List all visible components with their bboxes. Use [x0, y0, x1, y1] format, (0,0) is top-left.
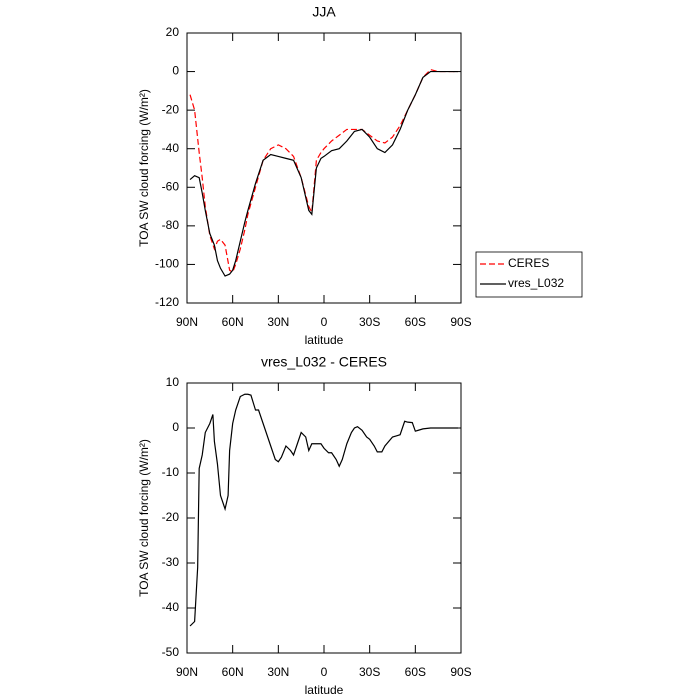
- x-tick-label: 90S: [450, 665, 471, 679]
- chart-title: vres_L032 - CERES: [261, 354, 387, 370]
- y-tick-label: -30: [162, 555, 180, 569]
- x-tick-label: 60S: [405, 315, 426, 329]
- y-tick-label: 10: [166, 375, 180, 389]
- x-tick-label: 30S: [359, 665, 380, 679]
- x-tick-label: 30S: [359, 315, 380, 329]
- y-tick-label: -20: [162, 510, 180, 524]
- y-tick-label: 0: [172, 64, 179, 78]
- y-tick-label: -40: [162, 141, 180, 155]
- y-tick-label: 0: [172, 420, 179, 434]
- x-tick-label: 60N: [222, 665, 244, 679]
- data-line: [189, 70, 458, 277]
- y-tick-label: -80: [162, 218, 180, 232]
- x-tick-label: 30N: [267, 315, 289, 329]
- data-line: [189, 68, 458, 274]
- y-tick-label: -20: [162, 102, 180, 116]
- y-tick-label: -100: [155, 257, 179, 271]
- x-tick-label: 90N: [176, 665, 198, 679]
- y-tick-label: -60: [162, 179, 180, 193]
- x-tick-label: 0: [321, 315, 328, 329]
- x-tick-label: 30N: [267, 665, 289, 679]
- plot-frame: [186, 32, 462, 304]
- legend-label: vres_L032: [508, 276, 564, 290]
- legend: CERES vres_L032: [475, 251, 583, 298]
- x-tick-label: 90S: [450, 315, 471, 329]
- x-tick-label: 0: [321, 665, 328, 679]
- data-line: [189, 393, 458, 627]
- y-tick-label: 20: [166, 25, 180, 39]
- legend-box: [475, 251, 583, 298]
- x-tick-label: 90N: [176, 315, 198, 329]
- x-tick-label: 60N: [222, 315, 244, 329]
- x-axis-label: latitude: [305, 683, 344, 697]
- plot-frame: [186, 382, 462, 654]
- x-axis-label: latitude: [305, 333, 344, 347]
- y-tick-label: -40: [162, 600, 180, 614]
- y-axis-label: TOA SW cloud forcing (W/m²): [137, 439, 151, 597]
- y-tick-label: -50: [162, 645, 180, 659]
- chart-title: JJA: [312, 4, 336, 20]
- legend-label: CERES: [508, 256, 549, 270]
- y-tick-label: -120: [155, 295, 179, 309]
- y-axis-label: TOA SW cloud forcing (W/m²): [137, 89, 151, 247]
- x-tick-label: 60S: [405, 665, 426, 679]
- y-tick-label: -10: [162, 465, 180, 479]
